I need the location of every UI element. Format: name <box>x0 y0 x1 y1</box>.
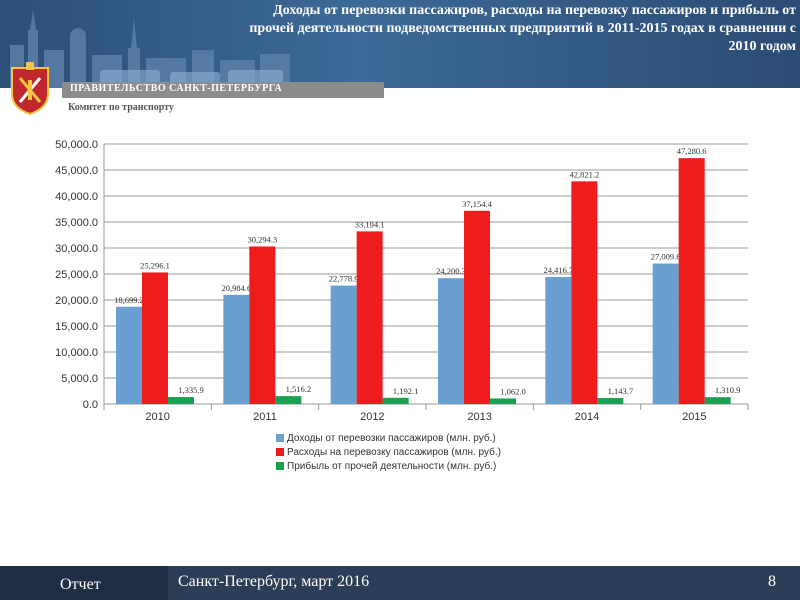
legend-item-income: Доходы от перевозки пассажиров (млн. руб… <box>276 433 496 444</box>
data-label: 25,296.1 <box>140 260 170 270</box>
bar-income <box>116 306 142 404</box>
data-label: 1,062.0 <box>500 386 526 396</box>
bar-profit <box>275 396 302 404</box>
bar-expenses <box>571 181 598 404</box>
data-label: 1,192.1 <box>393 386 419 396</box>
footer-report-label: Отчет <box>60 576 101 593</box>
bar-profit <box>597 398 624 404</box>
y-tick-label: 40,000.0 <box>55 191 98 203</box>
data-label: 1,516.2 <box>286 384 312 394</box>
y-tick-label: 45,000.0 <box>55 165 98 177</box>
bar-income <box>545 277 572 404</box>
slide-title: Доходы от перевозки пассажиров, расходы … <box>249 3 796 54</box>
x-tick-label: 2014 <box>575 411 599 423</box>
y-tick-label: 15,000.0 <box>55 321 98 333</box>
y-tick-label: 20,000.0 <box>55 295 98 307</box>
y-tick-label: 35,000.0 <box>55 217 98 229</box>
x-tick-label: 2011 <box>253 411 277 423</box>
data-label: 24,416.7 <box>543 265 573 275</box>
data-label: 30,294.3 <box>247 234 277 244</box>
data-label: 33,194.1 <box>355 219 385 229</box>
legend-label-income: Доходы от перевозки пассажиров (млн. руб… <box>287 433 496 444</box>
committee-label: Комитет по транспорту <box>68 102 174 113</box>
government-label: ПРАВИТЕЛЬСТВО САНКТ-ПЕТЕРБУРГА <box>70 83 283 94</box>
data-label: 47,280.6 <box>677 146 707 156</box>
legend-swatch-income <box>276 434 284 443</box>
x-tick-label: 2012 <box>360 411 384 423</box>
bar-expenses <box>464 210 490 404</box>
y-tick-label: 0.0 <box>83 399 98 411</box>
page-number: 8 <box>768 573 776 590</box>
bar-profit <box>168 397 194 404</box>
x-tick-label: 2013 <box>467 411 491 423</box>
legend-item-profit: Прибыль от прочей деятельности (млн. руб… <box>276 461 496 472</box>
data-label: 1,310.9 <box>715 385 741 395</box>
data-label: 18,699.2 <box>114 295 144 305</box>
data-label: 1,143.7 <box>608 386 634 396</box>
data-label: 1,335.9 <box>178 385 204 395</box>
bar-income <box>223 294 250 404</box>
data-label: 27,009.6 <box>651 252 681 262</box>
bar-income <box>652 263 679 404</box>
bar-expenses <box>678 158 705 404</box>
footer-report-block <box>0 566 168 600</box>
bar-chart: 0.0 5,000.0 10,000.0 15,000.0 20,000.0 25,000… <box>55 139 749 423</box>
legend-label-profit: Прибыль от прочей деятельности (млн. руб… <box>287 461 497 472</box>
data-label: 37,154.4 <box>462 199 493 209</box>
coat-of-arms-icon <box>11 62 49 116</box>
y-tick-label: 10,000.0 <box>55 347 98 359</box>
bar-expenses <box>249 246 276 404</box>
footer-city-date: Санкт-Петербург, март 2016 <box>178 573 370 590</box>
data-label: 22,778.9 <box>329 274 359 284</box>
y-tick-label: 5,000.0 <box>61 373 98 385</box>
government-bar <box>62 82 384 98</box>
legend-swatch-profit <box>276 462 284 471</box>
y-tick-label: 25,000.0 <box>55 269 98 281</box>
legend-swatch-expenses <box>276 448 284 457</box>
bar-expenses <box>142 272 168 404</box>
bar-income <box>330 285 357 404</box>
data-label: 24,200.3 <box>436 266 466 276</box>
legend-label-expenses: Расходы на перевозку пассажиров (млн. ру… <box>287 447 501 458</box>
bar-profit <box>382 397 409 404</box>
bar-profit <box>704 397 731 404</box>
data-label: 20,984.6 <box>221 283 251 293</box>
data-label: 42,821.2 <box>569 169 599 179</box>
bar-income <box>438 278 464 404</box>
legend-item-expenses: Расходы на перевозку пассажиров (млн. ру… <box>276 447 501 458</box>
x-tick-label: 2010 <box>145 411 169 423</box>
y-tick-label: 50,000.0 <box>55 139 98 151</box>
x-tick-label: 2015 <box>682 411 706 423</box>
bar-expenses <box>356 231 383 404</box>
y-tick-label: 30,000.0 <box>55 243 98 255</box>
bar-profit <box>490 398 516 404</box>
